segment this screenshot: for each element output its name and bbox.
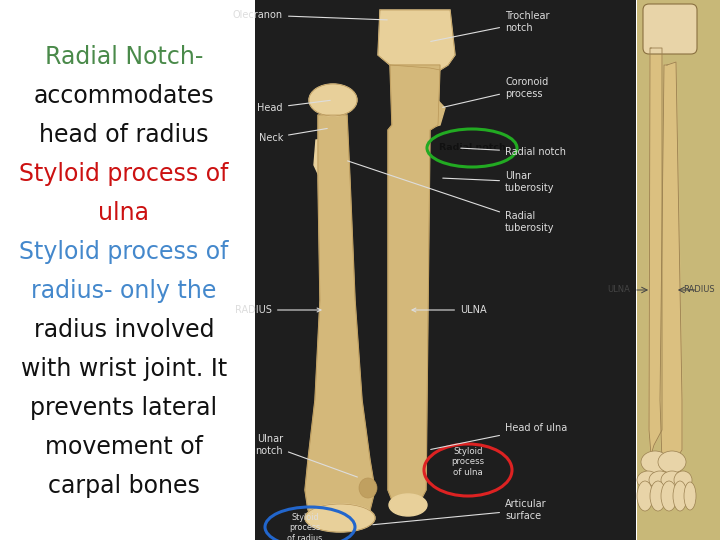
Ellipse shape — [359, 478, 377, 498]
Text: carpal bones: carpal bones — [48, 474, 200, 498]
Bar — [322, 115, 344, 140]
Text: head of radius: head of radius — [40, 123, 209, 147]
Ellipse shape — [305, 504, 375, 532]
Ellipse shape — [650, 481, 666, 511]
Text: prevents lateral: prevents lateral — [30, 396, 217, 420]
Text: Radial
tuberosity: Radial tuberosity — [348, 161, 554, 233]
Text: Neck: Neck — [258, 129, 328, 143]
Ellipse shape — [673, 481, 687, 511]
FancyBboxPatch shape — [643, 4, 697, 54]
Ellipse shape — [661, 481, 677, 511]
Ellipse shape — [637, 471, 659, 489]
Text: Radial notch: Radial notch — [461, 147, 566, 157]
Text: with wrist joint. It: with wrist joint. It — [21, 357, 227, 381]
Text: Head: Head — [258, 100, 330, 113]
Ellipse shape — [309, 84, 357, 116]
Text: ulna: ulna — [99, 201, 150, 225]
Text: Articular
surface: Articular surface — [373, 499, 546, 525]
Text: Ulnar
notch: Ulnar notch — [256, 434, 357, 477]
Polygon shape — [314, 138, 345, 178]
Text: Styloid process of: Styloid process of — [19, 162, 229, 186]
Text: Styloid process of: Styloid process of — [19, 240, 229, 264]
Bar — [255, 0, 636, 540]
Text: accommodates: accommodates — [34, 84, 215, 108]
Text: Ulnar
tuberosity: Ulnar tuberosity — [443, 171, 554, 193]
Polygon shape — [388, 65, 440, 510]
Polygon shape — [378, 10, 455, 70]
Ellipse shape — [641, 451, 669, 473]
Text: Radial Notch-: Radial Notch- — [45, 45, 203, 69]
Ellipse shape — [684, 482, 696, 510]
Text: Head of ulna: Head of ulna — [431, 423, 567, 449]
Ellipse shape — [649, 471, 671, 489]
Text: Trochlear
notch: Trochlear notch — [431, 11, 549, 42]
Text: ULNA: ULNA — [412, 305, 487, 315]
Ellipse shape — [674, 471, 692, 489]
Text: movement of: movement of — [45, 435, 203, 459]
Ellipse shape — [637, 481, 653, 511]
Polygon shape — [305, 115, 375, 525]
Text: Coronoid
process: Coronoid process — [443, 77, 548, 107]
Ellipse shape — [389, 494, 427, 516]
Text: radius involved: radius involved — [34, 318, 215, 342]
Ellipse shape — [658, 451, 686, 473]
Polygon shape — [395, 92, 445, 130]
Text: Olecranon: Olecranon — [233, 10, 387, 20]
Polygon shape — [660, 62, 682, 465]
Text: Styloid
process
of radius: Styloid process of radius — [287, 513, 323, 540]
Polygon shape — [649, 48, 662, 455]
Text: Radial notch: Radial notch — [438, 144, 505, 152]
Bar — [637, 0, 720, 540]
Ellipse shape — [661, 471, 683, 489]
Text: RADIUS: RADIUS — [683, 286, 715, 294]
Text: ULNA: ULNA — [607, 286, 630, 294]
Text: RADIUS: RADIUS — [235, 305, 321, 315]
Bar — [0, 0, 248, 540]
Text: Styloid
process
of ulna: Styloid process of ulna — [451, 447, 485, 477]
Text: radius- only the: radius- only the — [31, 279, 217, 303]
